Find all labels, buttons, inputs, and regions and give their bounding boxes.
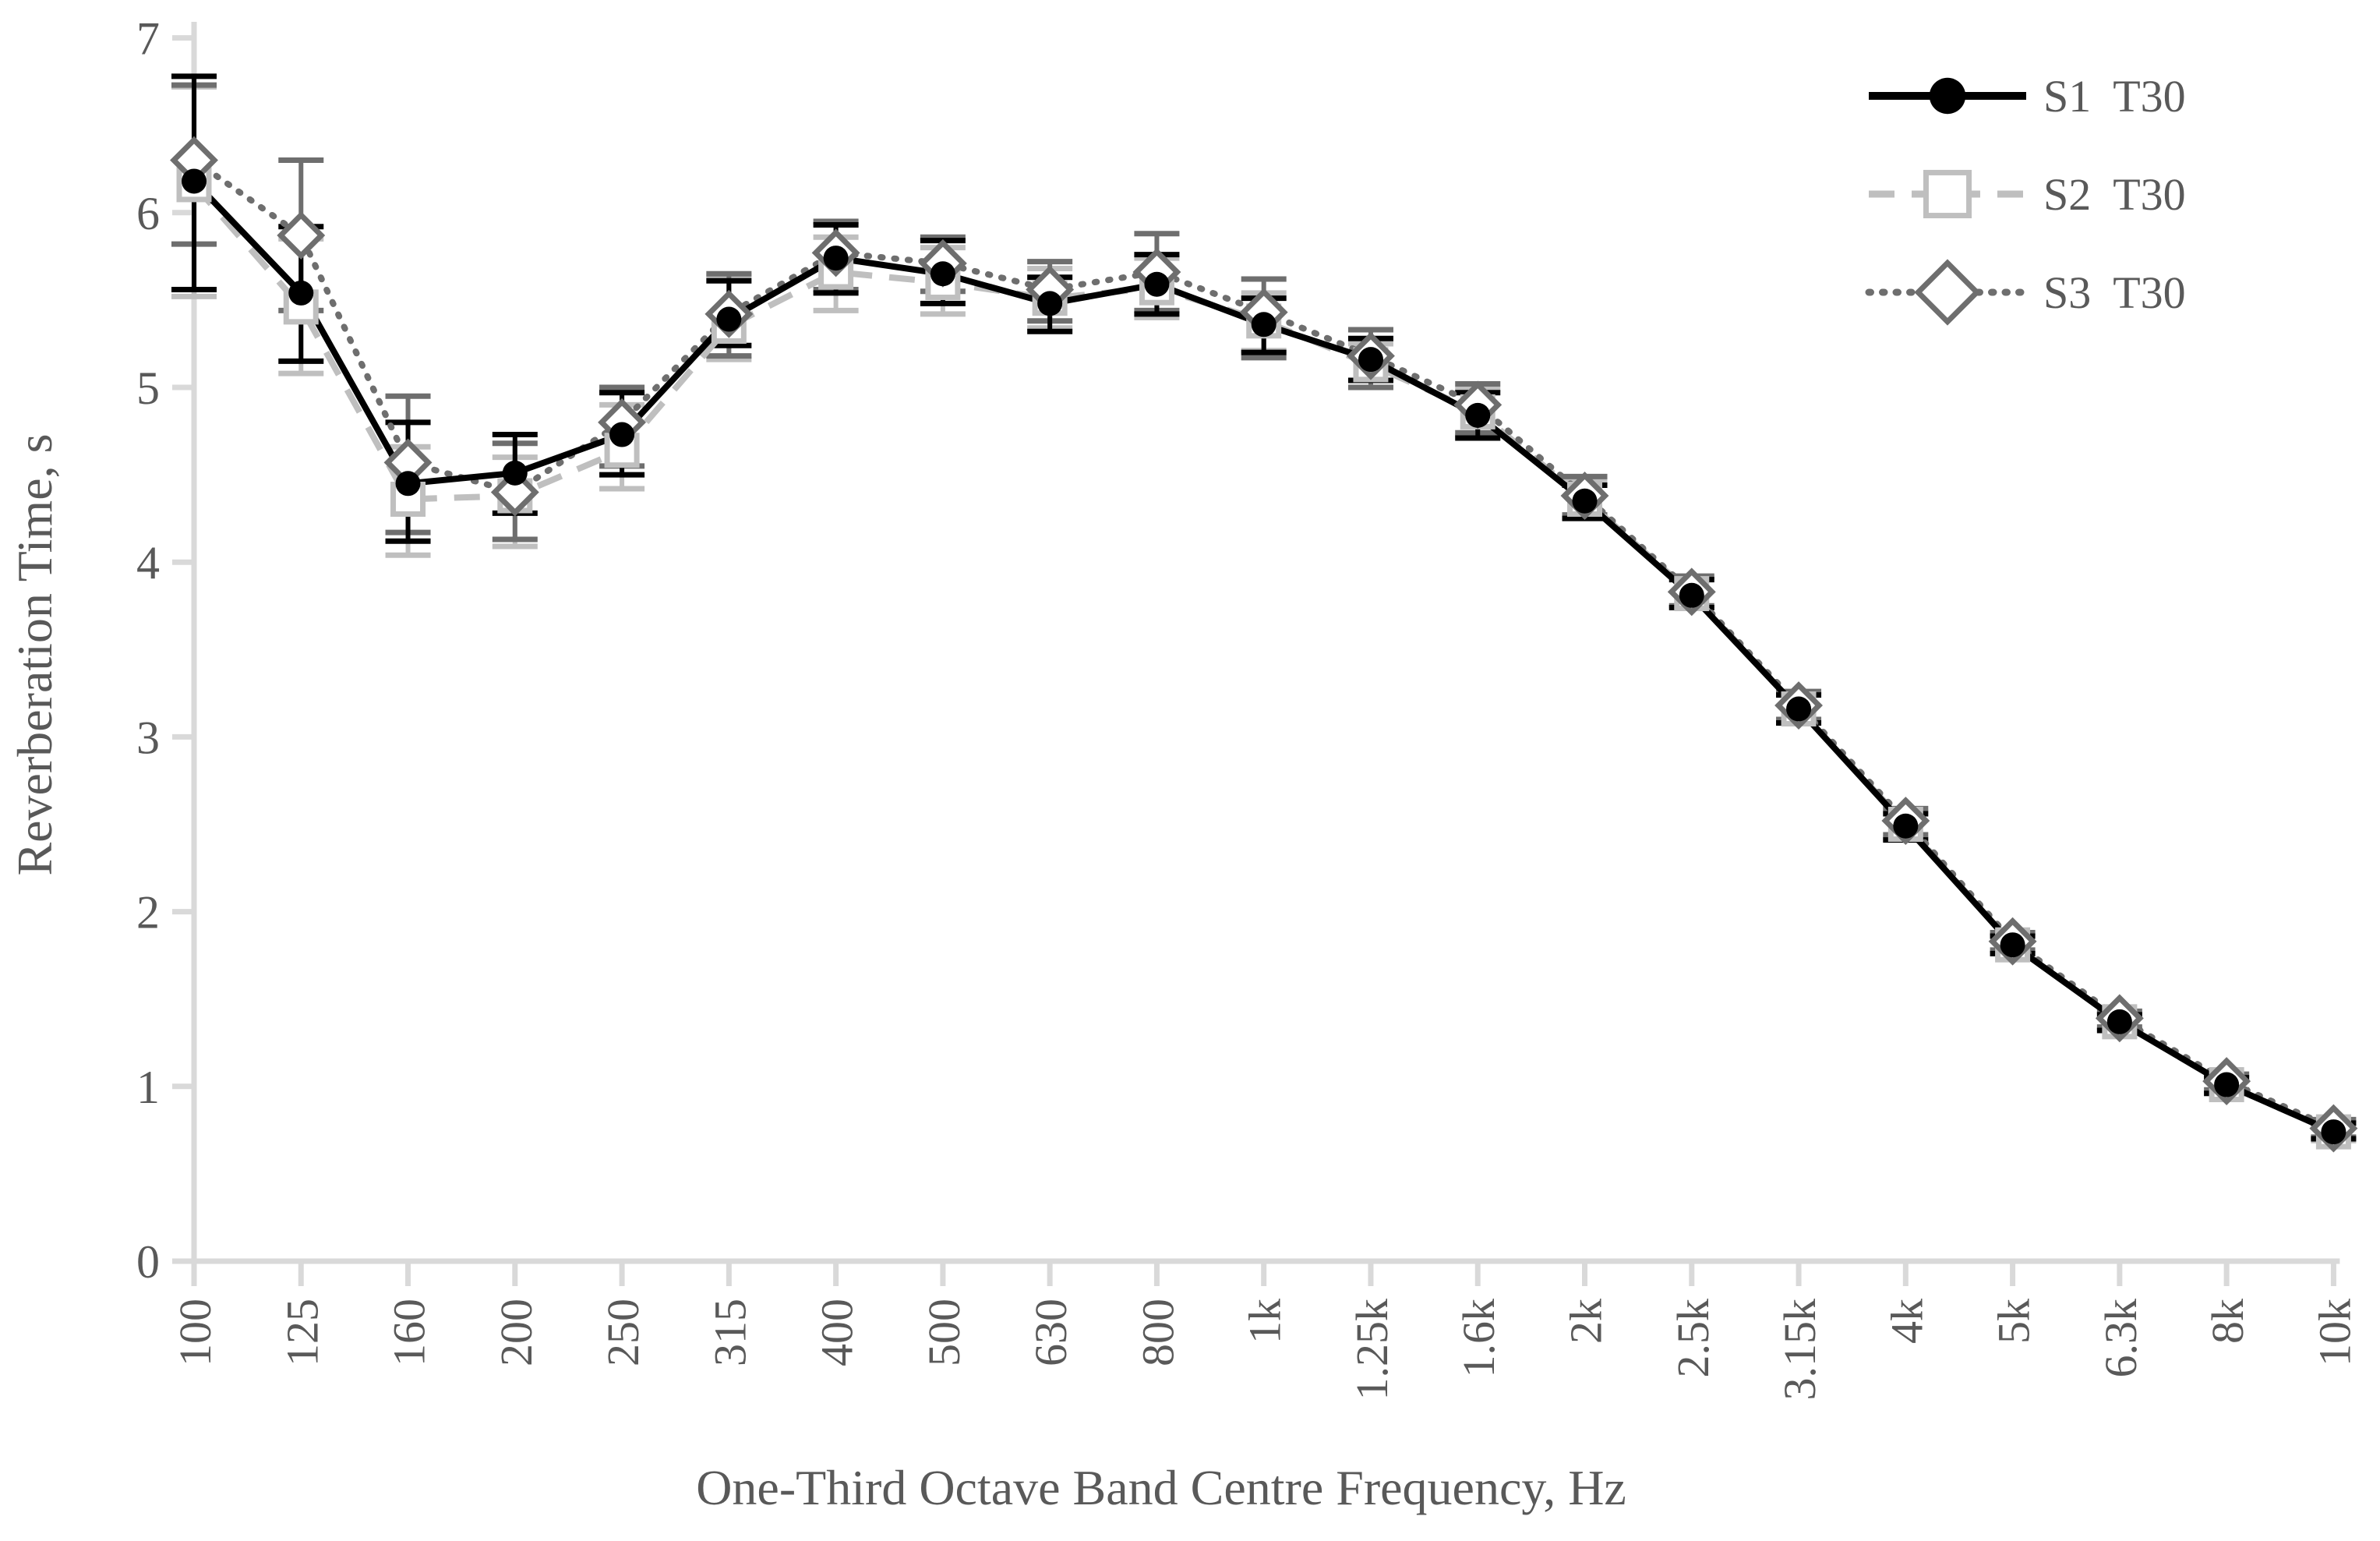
series-s1-marker [182, 168, 207, 194]
y-tick-label: 5 [136, 362, 160, 414]
x-tick-label: 8k [2202, 1299, 2253, 1344]
x-tick-label: 6.3k [2096, 1299, 2146, 1378]
series-s1-marker [716, 306, 742, 332]
x-tick-label: 5k [1989, 1299, 2039, 1344]
series-s3-marker [277, 210, 326, 260]
series-s1-marker [288, 280, 314, 306]
x-tick-label: 3.15k [1774, 1299, 1825, 1401]
x-tick-label: 400 [812, 1299, 863, 1366]
x-tick-label: 125 [277, 1299, 327, 1366]
series-s1-marker [2214, 1072, 2240, 1097]
series-s1-marker [1679, 582, 1704, 608]
series-s3-markers [170, 136, 2358, 1153]
x-tick-label: 2k [1561, 1299, 1612, 1344]
x-tick-label: 800 [1132, 1299, 1183, 1366]
series-s1-marker [1358, 347, 1383, 373]
series-s1-marker [1144, 271, 1170, 297]
chart-plot-area: 0 1 2 3 4 5 6 7 100 125 160 200 250 315 400 500 630 800 1k… [136, 13, 2360, 1401]
x-tick-label: 2.5k [1668, 1299, 1718, 1378]
x-tick-label: 315 [704, 1299, 755, 1366]
x-tick-label: 1.6k [1453, 1299, 1504, 1378]
x-tick-label: 250 [598, 1299, 648, 1366]
series-s1-error-bars [171, 73, 2357, 1142]
x-tick-label: 200 [491, 1299, 542, 1366]
legend-sample-marker-s3 [1914, 259, 1981, 326]
y-tick-label: 3 [136, 712, 160, 763]
y-tick-label: 6 [136, 188, 160, 239]
series-s1-marker [2106, 1009, 2132, 1034]
series-s1-marker [1572, 488, 1598, 514]
x-tick-label: 630 [1026, 1299, 1076, 1366]
chart-legend: S1 T30 S2 T30 S3 T30 [1865, 71, 2186, 326]
series-s3-error-bars [171, 82, 2357, 1140]
series-s1-marker [1465, 402, 1491, 428]
series-s1-marker [823, 246, 849, 271]
series-s1-marker [1893, 813, 1919, 839]
series-s1-marker [502, 460, 528, 486]
series-s1-marker [930, 261, 955, 287]
series-s1-markers [182, 168, 2346, 1145]
x-tick-label: 500 [919, 1299, 969, 1366]
series-s1-marker [395, 471, 421, 497]
series-s1-marker [1037, 291, 1063, 316]
series-s1-marker [1251, 312, 1277, 338]
series-s1-marker [2321, 1119, 2346, 1145]
x-axis-title: One-Third Octave Band Centre Frequency, … [696, 1460, 1626, 1515]
y-tick-label: 1 [136, 1062, 160, 1113]
y-tick-label: 0 [136, 1236, 160, 1288]
x-tick-label: 10k [2309, 1299, 2360, 1366]
series-s2-error-bars [171, 83, 2357, 1143]
x-tick-label: 1k [1240, 1299, 1291, 1344]
series-s1-marker [609, 422, 635, 447]
series-s2-line [191, 182, 2336, 1135]
y-tick-label: 4 [136, 537, 160, 588]
legend-label-s3: S3 T30 [2043, 267, 2186, 318]
legend-label-s1: S1 T30 [2043, 71, 2186, 122]
x-tick-label: 160 [384, 1299, 435, 1366]
y-tick-label: 7 [136, 13, 160, 65]
y-axis-title: Reverberation Time, s [7, 433, 62, 875]
series-s1-marker [2000, 932, 2025, 958]
legend-sample-marker-s1 [1929, 77, 1966, 115]
legend-sample-marker-s2 [1923, 169, 1972, 219]
x-tick-label: 4k [1881, 1299, 1932, 1344]
y-tick-label: 2 [136, 887, 160, 938]
x-tick-label: 100 [170, 1299, 221, 1366]
legend-label-s2: S2 T30 [2043, 169, 2186, 220]
series-s3-marker [490, 468, 539, 517]
x-tick-label: 1.25k [1347, 1299, 1397, 1401]
series-s1-marker [1786, 696, 1812, 722]
